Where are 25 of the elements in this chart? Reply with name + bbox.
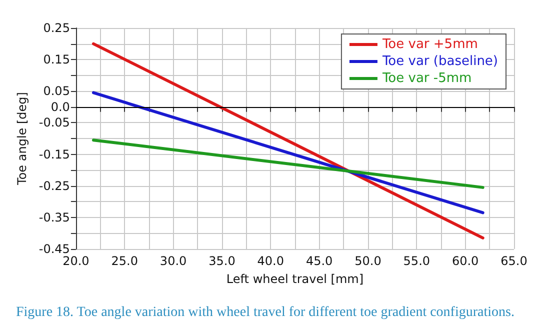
legend-label: Toe var (baseline) xyxy=(381,54,498,69)
y-tick-label: -0.15 xyxy=(38,147,70,162)
x-tick-label: 60.0 xyxy=(452,254,479,268)
y-tick-label: 0.05 xyxy=(43,84,70,98)
x-tick-label: 55.0 xyxy=(403,254,430,268)
y-tick-label: 0.25 xyxy=(43,21,70,35)
caption: Figure 18. Toe angle variation with wheel travel for different toe gradient configurations. xyxy=(16,305,514,320)
x-axis-title: Left wheel travel [mm] xyxy=(226,272,364,286)
x-tick-label: 45.0 xyxy=(306,254,333,268)
y-tick-label: -0.25 xyxy=(38,178,70,193)
y-tick-label: -0.45 xyxy=(38,242,70,256)
legend-label: Toe var -5mm xyxy=(381,71,472,86)
y-tick-label: 0.15 xyxy=(43,52,70,67)
y-tick-label: -0.35 xyxy=(38,210,70,224)
x-tick-label: 40.0 xyxy=(257,254,284,268)
x-tick-label: 50.0 xyxy=(354,254,382,268)
legend-label: Toe var +5mm xyxy=(381,37,478,52)
x-tick-label: 65.0 xyxy=(500,254,528,268)
x-tick-label: 35.0 xyxy=(208,254,236,268)
y-axis-title: Toe angle [deg] xyxy=(15,92,29,186)
y-tick-label: -0.05 xyxy=(38,116,70,130)
x-tick-label: 25.0 xyxy=(111,254,138,268)
y-tick-label: 0.0 xyxy=(50,100,70,114)
x-tick-label: 30.0 xyxy=(160,254,187,268)
x-tick-label: 20.0 xyxy=(62,254,90,268)
